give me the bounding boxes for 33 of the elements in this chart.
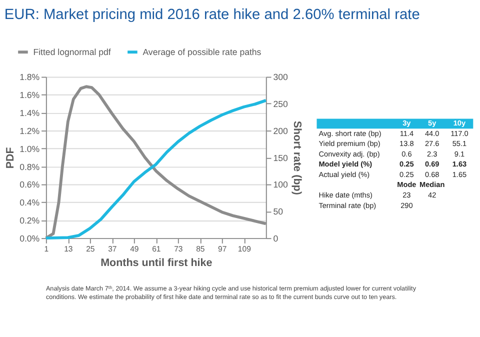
y2-axis-title: Short rate (bp): [290, 120, 303, 196]
y-tick-label: 0.8%: [20, 162, 40, 172]
y-tick-label: 1.4%: [20, 108, 40, 118]
y-tick-label: 1.6%: [20, 90, 40, 100]
y2-tick-label: 50: [273, 206, 284, 217]
y-tick-label: 0.0%: [20, 233, 40, 244]
y-axis-title: PDF: [4, 146, 17, 169]
x-tick-label: 85: [196, 244, 206, 254]
x-tick-label: 1: [44, 244, 49, 254]
y2-tick-label: 150: [273, 152, 288, 163]
chart-title: EUR: Market pricing mid 2016 rate hike and 2.60% terminal rate: [4, 7, 420, 24]
y-tick-label: 0.6%: [20, 180, 40, 190]
y-tick-label: 1.0%: [20, 144, 40, 154]
y-tick-label: 0.4%: [20, 198, 40, 208]
x-tick-label: 49: [130, 244, 139, 254]
x-tick-label: 97: [218, 244, 227, 254]
x-tick-label: 13: [64, 244, 73, 254]
y2-tick-label: 200: [273, 126, 288, 136]
y-tick-label: 1.8%: [20, 72, 40, 82]
y2-tick-label: 300: [273, 72, 288, 82]
y2-tick-label: 100: [273, 180, 288, 190]
x-tick-label: 25: [86, 244, 96, 254]
x-tick-label: 61: [152, 244, 161, 254]
x-tick-label: 73: [174, 244, 183, 254]
x-tick-label: 109: [238, 244, 251, 254]
legend-label: Fitted lognormal pdf: [33, 47, 112, 58]
y2-tick-label: 250: [273, 99, 288, 110]
y-tick-label: 1.2%: [20, 126, 40, 136]
x-axis-title: Months until first hike: [100, 256, 212, 269]
legend-label: Average of possible rate paths: [142, 47, 262, 58]
x-tick-label: 37: [108, 244, 117, 254]
y-tick-label: 0.2%: [20, 216, 40, 226]
y2-tick-label: 0: [273, 233, 278, 244]
